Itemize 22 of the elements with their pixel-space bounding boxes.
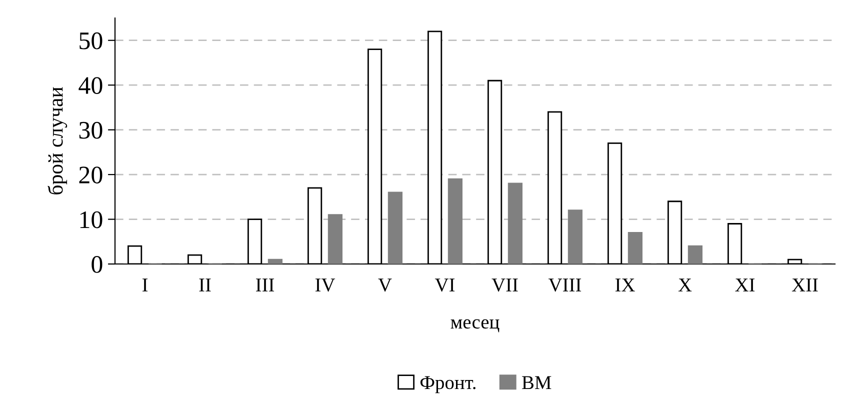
y-tick-label: 40 (78, 77, 102, 94)
x-tick-label: VI (434, 278, 455, 292)
y-tick-label: 0 (92, 256, 102, 273)
y-tick-label: 50 (80, 32, 102, 50)
x-axis-title: месец (450, 319, 500, 332)
legend-label: ВМ (522, 376, 552, 390)
x-tick-label: II (199, 278, 211, 292)
legend-label: Фронт. (420, 376, 476, 394)
x-tick-label: XII (792, 278, 818, 292)
y-tick-label: 20 (79, 166, 102, 184)
x-tick-label: III (256, 278, 274, 292)
y-tick-label: 10 (80, 211, 102, 228)
x-tick-label: V (378, 278, 392, 292)
x-tick-label: IX (615, 278, 635, 292)
y-axis-title: брой случаи (48, 87, 68, 194)
x-tick-label: X (678, 278, 692, 292)
x-tick-label: I (142, 278, 148, 292)
x-tick-label: VIII (548, 278, 582, 292)
y-tick-label: 30 (79, 122, 102, 139)
x-tick-label: VII (492, 278, 518, 292)
x-tick-label: XI (735, 278, 755, 292)
x-tick-label: IV (315, 278, 336, 292)
